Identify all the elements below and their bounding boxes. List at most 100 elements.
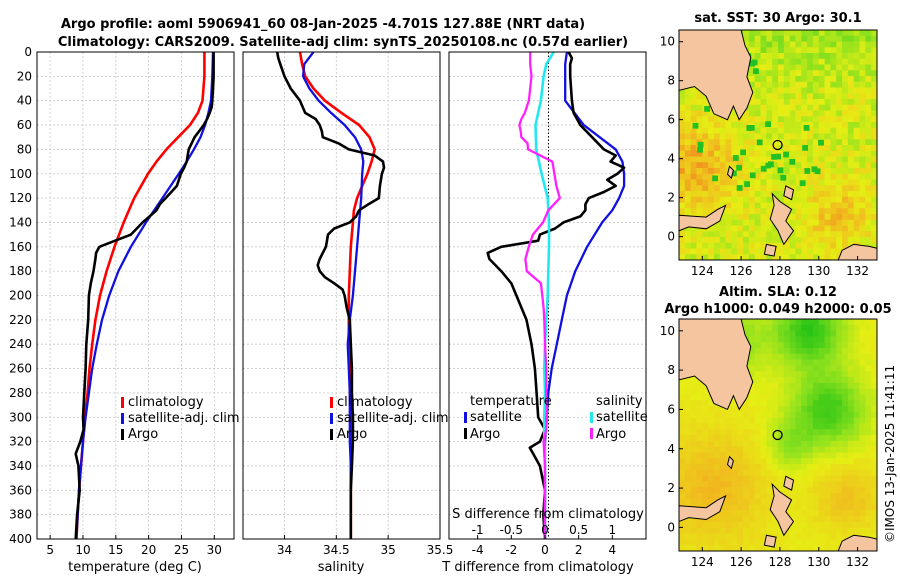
land-mass — [763, 534, 777, 548]
sst-land — [679, 30, 877, 260]
x-tick-label: 34 — [277, 543, 292, 557]
legend-climatology: climatology — [337, 395, 413, 410]
land-mass — [679, 204, 727, 232]
salinity-panel: 34 34.5 35 35.5 salinity climatology satell… — [242, 51, 454, 575]
legend-argo: Argo — [337, 427, 367, 442]
map-lat-tick-label: 6 — [667, 402, 675, 416]
map-lon-tick-label: 132 — [846, 264, 869, 278]
depth-tick-label: 360 — [9, 483, 32, 497]
sla-map-title: Altim. SLA: 0.12 — [719, 285, 837, 300]
map-lon-tick-label: 126 — [730, 555, 753, 569]
legend-temp-argo: Argo — [470, 427, 500, 442]
salinity-ticks: 34 34.5 35 35.5 — [277, 535, 454, 557]
map-lon-tick-label: 128 — [768, 555, 791, 569]
map-lon-tick-label: 124 — [691, 264, 714, 278]
x-tick-label: 0 — [541, 543, 549, 557]
land-mass — [783, 185, 795, 201]
depth-tick-label: 40 — [17, 94, 32, 108]
top-x-tick-label: -1 — [472, 523, 484, 537]
argo-location-marker — [772, 139, 783, 151]
difference-legend: temperature salinity satellite Argo sate… — [464, 394, 648, 442]
x-tick-label: 10 — [75, 543, 90, 557]
x-tick-label: 5 — [46, 543, 54, 557]
depth-tick-label: 140 — [9, 215, 32, 229]
depth-tick-label: 80 — [17, 142, 32, 156]
land-mass — [763, 243, 777, 257]
map-lon-tick-label: 132 — [846, 555, 869, 569]
difference-grid — [449, 75, 646, 516]
x-tick-label: 25 — [174, 543, 189, 557]
legend-argo: Argo — [128, 427, 158, 442]
argo-location-marker — [772, 429, 783, 441]
x-tick-label: -2 — [505, 543, 517, 557]
x-tick-label: 35 — [381, 543, 396, 557]
sla-map-ticks: 124 126 128 130 132 0 2 4 6 8 10 — [660, 324, 869, 569]
map-lat-tick-label: 0 — [667, 230, 675, 244]
sla-land — [679, 319, 877, 551]
series-line-salinity-argo — [518, 52, 561, 539]
salinity-grid — [243, 52, 440, 539]
salinity-xlabel: salinity — [318, 560, 365, 575]
land-mass — [769, 482, 795, 537]
sla-map-subtitle: Argo h1000: 0.049 h2000: 0.05 — [664, 302, 891, 317]
x-tick-label: 35.5 — [427, 543, 454, 557]
depth-tick-label: 280 — [9, 386, 32, 400]
map-lon-tick-label: 124 — [691, 555, 714, 569]
depth-tick-label: 300 — [9, 410, 32, 424]
depth-tick-label: 60 — [17, 118, 32, 132]
depth-tick-label: 220 — [9, 313, 32, 327]
land-mass — [837, 534, 877, 551]
depth-tick-label: 120 — [9, 191, 32, 205]
legend-satellite-adj: satellite-adj. clim — [128, 411, 240, 426]
temperature-lines — [74, 52, 215, 539]
legend-satellite-adj: satellite-adj. clim — [337, 411, 449, 426]
map-lat-tick-label: 10 — [660, 35, 675, 49]
sst-map-title: sat. SST: 30 Argo: 30.1 — [694, 11, 861, 26]
depth-tick-label: 160 — [9, 240, 32, 254]
legend-salinity-title: salinity — [596, 394, 643, 409]
legend-climatology: climatology — [128, 395, 204, 410]
depth-tick-label: 400 — [9, 532, 32, 546]
land-mass — [783, 475, 795, 491]
map-lat-tick-label: 8 — [667, 363, 675, 377]
depth-tick-label: 180 — [9, 264, 32, 278]
map-lat-tick-label: 4 — [667, 442, 675, 456]
depth-tick-label: 20 — [17, 69, 32, 83]
map-lon-tick-label: 126 — [730, 264, 753, 278]
depth-tick-label: 200 — [9, 289, 32, 303]
sst-map: 124 126 128 130 132 0 2 4 6 8 10 — [660, 29, 878, 278]
difference-xlabel: T difference from climatology — [441, 560, 634, 575]
x-tick-label: -4 — [472, 543, 484, 557]
figure-title-line1: Argo profile: aoml 5906941_60 08-Jan-202… — [61, 17, 585, 32]
top-x-tick-label: 0.5 — [569, 523, 588, 537]
difference-lines — [486, 52, 626, 539]
series-line-argo — [275, 52, 386, 539]
land-mass — [726, 455, 734, 470]
land-mass — [726, 165, 734, 180]
series-line-satellite-adj-clim — [301, 52, 365, 539]
salinity-lines — [275, 52, 386, 539]
temperature-ticks: 5 10 15 20 25 30 — [46, 535, 222, 557]
land-mass — [679, 30, 754, 121]
top-x-tick-label: 1 — [609, 523, 617, 537]
map-lat-tick-label: 2 — [667, 481, 675, 495]
depth-tick-label: 100 — [9, 167, 32, 181]
difference-xlabel-top: S difference from climatology — [452, 507, 644, 522]
map-lat-tick-label: 6 — [667, 113, 675, 127]
legend-sal-satellite: satellite — [596, 410, 648, 425]
temperature-legend: climatology satellite-adj. clim Argo — [121, 395, 240, 442]
x-tick-label: 2 — [575, 543, 583, 557]
temperature-xlabel: temperature (deg C) — [68, 560, 202, 575]
depth-tick-label: 380 — [9, 508, 32, 522]
difference-ticks: -4 -2 0 2 4 -1 -0.5 0 0.5 1 — [472, 523, 617, 557]
map-lat-tick-label: 0 — [667, 520, 675, 534]
x-tick-label: 30 — [207, 543, 222, 557]
legend-sal-argo: Argo — [596, 427, 626, 442]
map-lat-tick-label: 2 — [667, 191, 675, 205]
temperature-grid — [37, 52, 234, 539]
depth-axis-ticks: 0 20 40 60 80 100 120 140 160 180 200 220 240 260 280 3… — [9, 45, 32, 546]
legend-temperature-title: temperature — [470, 394, 552, 409]
x-tick-label: 4 — [609, 543, 617, 557]
sla-map: 124 126 128 130 132 0 2 4 6 8 10 — [660, 318, 878, 569]
